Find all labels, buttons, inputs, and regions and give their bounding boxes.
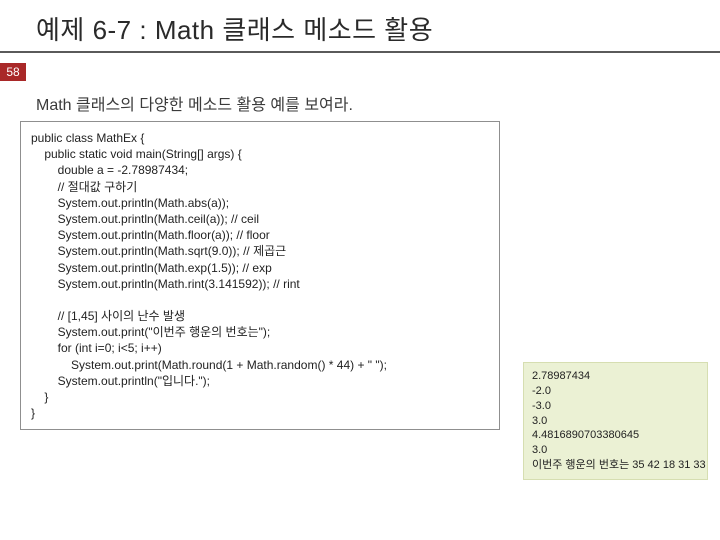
title-region: 예제 6-7 : Math 클래스 메소드 활용 (0, 0, 720, 53)
page-number-badge: 58 (0, 63, 26, 81)
slide-subtitle: Math 클래스의 다양한 메소드 활용 예를 보여라. (36, 91, 720, 115)
output-box: 2.78987434 -2.0 -3.0 3.0 4.4816890703380… (523, 362, 708, 480)
page-number-row: 58 (0, 63, 720, 81)
slide-title: 예제 6-7 : Math 클래스 메소드 활용 (36, 10, 720, 47)
slide: 예제 6-7 : Math 클래스 메소드 활용 58 Math 클래스의 다양… (0, 0, 720, 540)
code-box: public class MathEx { public static void… (20, 121, 500, 430)
